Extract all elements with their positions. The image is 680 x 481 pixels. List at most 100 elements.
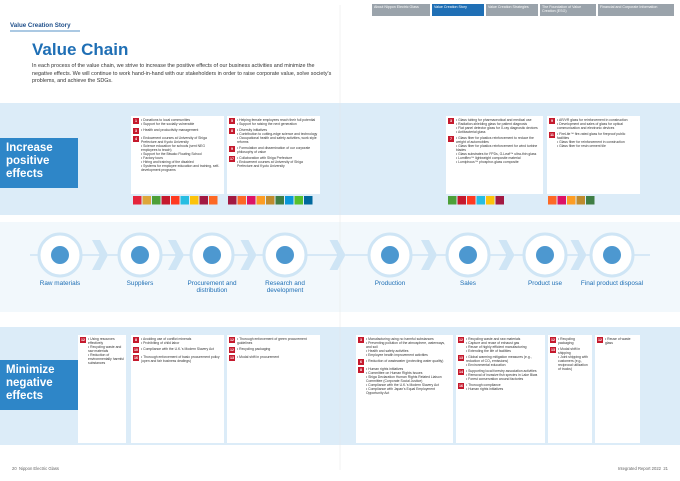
effect-lines: Glass fiber for plastics reinforcement t… — [456, 136, 541, 164]
effect-line: Science education for schools (sent NEG … — [141, 144, 222, 152]
sdg-badge: 17 — [229, 156, 235, 162]
effect-line: Donations to local communities — [141, 118, 222, 122]
stage-icon — [51, 246, 69, 264]
sdg-icon — [256, 196, 265, 205]
sdg-icon — [457, 196, 466, 205]
effect-line: Support for the socially vulnerable — [141, 122, 222, 126]
effect-box: 5Helping female employees reach their fu… — [227, 116, 320, 194]
sdg-icon — [448, 196, 457, 205]
effect-line: Reduction of wastewater (protecting wate… — [366, 359, 451, 363]
effect-line: Avoiding use of conflict minerals — [141, 337, 222, 341]
effect-line: Support for the Biwako Floating School — [141, 152, 222, 156]
sdg-badge: 13 — [229, 355, 235, 361]
sdg-icon — [486, 196, 495, 205]
nav-tab[interactable]: About Nippon Electric Glass — [372, 4, 430, 16]
effect-line: Supporting local forestry association ac… — [466, 369, 543, 373]
effect-line: Using resources effectively — [88, 337, 124, 345]
effect-item: 13Modal shift in procurement — [229, 355, 318, 361]
effect-line: Recycling waste and raw materials — [88, 345, 124, 353]
page-number: 20 — [12, 466, 17, 471]
effect-line: Capture and reuse of exhaust gas — [466, 341, 543, 345]
effect-box: 3Manufacturing using no harmful substanc… — [356, 335, 453, 443]
effect-lines: AR/VR glass for reinforcement in constru… — [557, 118, 638, 130]
effect-item: 12Reuse of waste glass — [597, 337, 638, 345]
effect-lines: Helping female employees reach their ful… — [237, 118, 318, 126]
sdg-badge: 12 — [550, 337, 556, 343]
effect-lines: Health and productivity management — [141, 128, 222, 134]
sdg-badge: 12 — [80, 337, 86, 343]
effect-line: Systems for employee education and train… — [141, 164, 222, 172]
effect-box: 1Donations to local communitiesSupport f… — [131, 116, 224, 194]
sdg-icon — [548, 196, 557, 205]
effect-lines: Thorough enforcement of basic procuremen… — [141, 355, 222, 363]
effect-item: 8Diversity initiativesContribution to cu… — [229, 128, 318, 144]
effect-lines: Reduction of wastewater (protecting wate… — [366, 359, 451, 365]
effect-lines: Donations to local communitiesSupport fo… — [141, 118, 222, 126]
sdg-badge: 3 — [133, 128, 139, 134]
effect-item: 9AR/VR glass for reinforcement in constr… — [549, 118, 638, 130]
sdg-badge: 3 — [358, 337, 364, 343]
effect-lines: Supporting local forestry association ac… — [466, 369, 543, 381]
effect-item: 16Thorough enforcement of basic procurem… — [133, 355, 222, 363]
sdg-badge: 4 — [133, 136, 139, 142]
nav-tab[interactable]: The Foundation of Value Creation (ESG) — [540, 4, 596, 16]
footer-right: Integrated Report 2022 21 — [618, 466, 668, 471]
effect-item: 12Recycling packaging — [550, 337, 590, 345]
effect-line: Committee on Human Rights Issues — [366, 371, 451, 375]
stage-icon — [381, 246, 399, 264]
sdg-icon — [180, 196, 189, 205]
effect-line: Radiation-shielding glass for patient di… — [456, 122, 541, 126]
effect-line: Health and productivity management — [141, 128, 222, 132]
footer-left: 20 Nippon Electric Glass — [12, 466, 59, 471]
effect-line: Manufacturing using no harmful substance… — [366, 337, 451, 341]
stage-icon — [276, 246, 294, 264]
effect-line: Joint shipping with customers (e.g., rec… — [558, 355, 590, 371]
effect-line: Thorough enforcement of green procuremen… — [237, 337, 318, 345]
effect-lines: Compliance with the U.K.'s Modern Slaver… — [141, 347, 222, 353]
effect-line: Diversity initiatives — [237, 128, 318, 132]
effect-item: 6Reduction of wastewater (protecting wat… — [358, 359, 451, 365]
effect-lines: Global warming mitigation measures (e.g.… — [466, 355, 543, 367]
sdg-icon — [142, 196, 151, 205]
sdg-badge: 16 — [458, 383, 464, 389]
nav-tab[interactable]: Value Creation Strategies — [486, 4, 538, 16]
effect-line: Antibacterial glass — [456, 130, 541, 134]
effect-line: Glass tubing for pharmaceutical and medi… — [456, 118, 541, 122]
nav-tab[interactable]: Value Creation Story — [432, 4, 484, 16]
chain-arrow — [498, 240, 515, 270]
effect-box: 3Glass tubing for pharmaceutical and med… — [446, 116, 543, 194]
sdg-icon — [576, 196, 585, 205]
effect-line: Glass fiber for resin cement tile — [557, 144, 638, 148]
effect-box: 12Using resources effectivelyRecycling w… — [78, 335, 126, 443]
effect-item: 9Formulation and dissemination of our co… — [229, 146, 318, 154]
stage-label: Product use — [527, 280, 563, 287]
effect-item: 12Thorough enforcement of green procurem… — [229, 337, 318, 345]
effect-item: 17Collaboration with Shiga PrefectureEnd… — [229, 156, 318, 168]
effect-line: Endowment courses at University of Shiga… — [237, 160, 318, 168]
effect-line: Reuse of waste glass — [605, 337, 638, 345]
effect-item: 12Using resources effectivelyRecycling w… — [80, 337, 124, 365]
sdg-icon — [247, 196, 256, 205]
effect-line: Contribution to cutting-edge science and… — [237, 132, 318, 136]
effect-line: Thorough enforcement of basic procuremen… — [141, 355, 222, 363]
sdg-icon — [199, 196, 208, 205]
nav-tab[interactable]: Financial and Corporate Information — [598, 4, 674, 16]
effect-lines: Using resources effectivelyRecycling was… — [88, 337, 124, 365]
minimize-label: Minimize negative effects — [6, 364, 55, 402]
footer-text: Integrated Report 2022 — [617, 466, 661, 471]
section-label: Value Creation Story — [10, 22, 71, 29]
sdg-badge: 12 — [229, 347, 235, 353]
sdg-icon — [304, 196, 313, 205]
effect-lines: Avoiding use of conflict mineralsProhibi… — [141, 337, 222, 345]
effect-line: Recycling packaging — [558, 337, 590, 345]
effect-lines: Human rights initiativesCommittee on Hum… — [366, 367, 451, 395]
chain-arrow — [168, 240, 184, 270]
effect-line: Factory tours — [141, 156, 222, 160]
stage-icon — [459, 246, 477, 264]
effect-lines: Reuse of waste glass — [605, 337, 638, 345]
sdg-icon — [161, 196, 170, 205]
sdg-icon — [228, 196, 237, 205]
effect-box: 12Recycling packaging13Modal shift in sh… — [548, 335, 592, 443]
effect-line: Human rights initiatives — [366, 367, 451, 371]
